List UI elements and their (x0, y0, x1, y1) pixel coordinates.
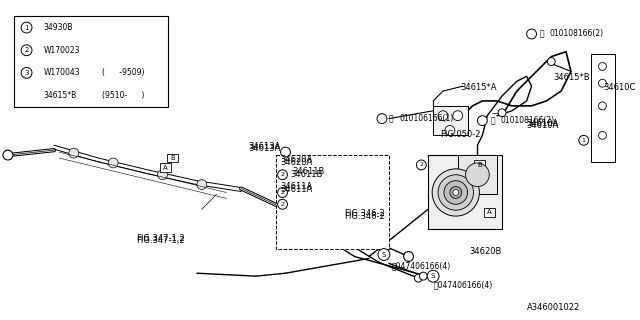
Circle shape (450, 187, 461, 198)
Circle shape (579, 135, 589, 145)
Circle shape (598, 132, 606, 139)
Text: B: B (170, 155, 175, 161)
Circle shape (477, 116, 487, 125)
Circle shape (598, 62, 606, 70)
Text: W170043: W170043 (44, 68, 80, 77)
Text: A: A (487, 209, 492, 215)
Circle shape (278, 199, 287, 209)
Circle shape (445, 125, 455, 135)
Circle shape (438, 175, 474, 210)
Text: 34615*B: 34615*B (553, 73, 590, 82)
Text: 34613A: 34613A (248, 144, 280, 153)
Circle shape (197, 180, 207, 189)
Bar (167, 154, 178, 163)
Text: A346001022: A346001022 (527, 303, 580, 312)
Circle shape (453, 111, 463, 121)
Text: FIG.347-1,2: FIG.347-1,2 (136, 234, 184, 243)
Text: 34610A: 34610A (527, 119, 559, 128)
Text: 34611A: 34611A (280, 185, 313, 194)
Circle shape (21, 68, 32, 78)
Text: Ⓢ047406166(4): Ⓢ047406166(4) (392, 261, 451, 270)
Text: Ⓢ047406166(4): Ⓢ047406166(4) (433, 280, 492, 289)
Text: S: S (431, 273, 435, 279)
Bar (14, 16, 168, 107)
Circle shape (438, 111, 448, 121)
Text: 1: 1 (24, 25, 29, 31)
Circle shape (466, 163, 489, 187)
Text: 2: 2 (280, 202, 285, 207)
Text: 010108166(2): 010108166(2) (549, 29, 604, 38)
Text: 2: 2 (24, 47, 29, 53)
Circle shape (404, 252, 413, 261)
Circle shape (278, 188, 287, 197)
Circle shape (498, 109, 506, 117)
Text: FIG.050-2: FIG.050-2 (440, 131, 481, 140)
Circle shape (428, 270, 439, 282)
Text: 34620B: 34620B (470, 247, 502, 256)
Text: 34613A: 34613A (248, 142, 280, 151)
Text: 3: 3 (24, 70, 29, 76)
Bar (458, 155, 497, 195)
Text: 34615*A: 34615*A (461, 83, 497, 92)
Text: 34611B: 34611B (292, 167, 324, 176)
Bar (160, 164, 171, 172)
Text: 34615*B: 34615*B (44, 91, 77, 100)
Circle shape (432, 169, 479, 216)
Bar (484, 208, 495, 217)
Circle shape (377, 114, 387, 124)
Text: FIG.346-2: FIG.346-2 (344, 209, 385, 218)
Circle shape (527, 29, 536, 39)
Text: 1: 1 (582, 138, 586, 143)
Circle shape (453, 189, 459, 196)
Bar (428, 155, 502, 229)
Text: 34610C: 34610C (604, 83, 636, 92)
Circle shape (108, 158, 118, 168)
Text: 010108166(2): 010108166(2) (500, 116, 554, 125)
Circle shape (598, 102, 606, 110)
Text: W170023: W170023 (44, 46, 80, 55)
Text: 34930B: 34930B (44, 23, 73, 32)
Text: Ⓑ: Ⓑ (540, 29, 544, 38)
Bar (276, 155, 389, 249)
Bar (591, 54, 615, 162)
Text: B: B (477, 162, 482, 168)
Circle shape (415, 274, 422, 282)
Circle shape (21, 22, 32, 33)
Text: Ⓑ: Ⓑ (389, 114, 394, 123)
Circle shape (417, 160, 426, 170)
Circle shape (378, 249, 390, 260)
Bar (433, 106, 468, 135)
Circle shape (280, 147, 291, 157)
Circle shape (419, 272, 428, 280)
Circle shape (21, 45, 32, 56)
Text: 34610A: 34610A (527, 121, 559, 130)
Circle shape (278, 170, 287, 180)
Text: 2: 2 (419, 163, 423, 167)
Text: 34611A: 34611A (280, 182, 313, 191)
Text: (9510-      ): (9510- ) (102, 91, 145, 100)
Text: FIG.346-2: FIG.346-2 (344, 212, 385, 221)
Circle shape (157, 170, 167, 180)
Circle shape (547, 58, 556, 66)
Text: 010106166(1): 010106166(1) (399, 114, 454, 123)
Circle shape (598, 79, 606, 87)
Circle shape (3, 150, 13, 160)
Circle shape (444, 181, 468, 204)
Text: 2: 2 (280, 172, 285, 177)
Text: Ⓑ: Ⓑ (490, 116, 495, 125)
Text: 34620A: 34620A (280, 155, 313, 164)
Text: A: A (163, 165, 168, 171)
Text: (      -9509): ( -9509) (102, 68, 145, 77)
Text: S: S (381, 252, 386, 258)
Bar (474, 161, 485, 169)
Text: 34611B: 34611B (291, 170, 323, 179)
Text: FIG.347-1,2: FIG.347-1,2 (136, 236, 184, 245)
Text: 2: 2 (280, 190, 285, 195)
Circle shape (69, 148, 79, 158)
Text: 34620A: 34620A (280, 158, 313, 167)
